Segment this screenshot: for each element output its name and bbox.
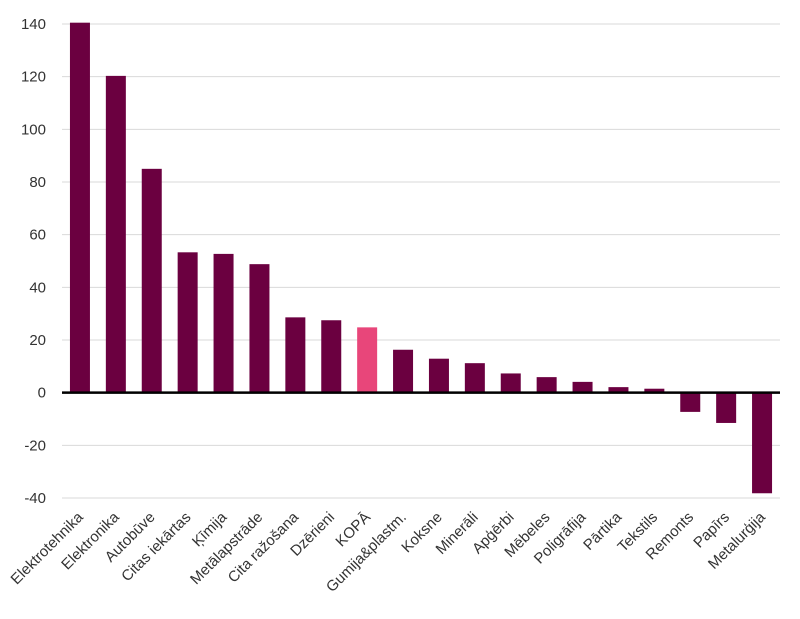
bar-15 (608, 387, 629, 393)
bar-11 (464, 363, 485, 393)
bars (69, 22, 773, 494)
bar-16 (644, 388, 665, 393)
y-tick-label: 140 (21, 16, 46, 33)
bar-0 (69, 22, 90, 393)
bar-17 (680, 392, 701, 412)
bar-4 (213, 253, 234, 393)
bar-14 (572, 381, 593, 393)
y-tick-label: 60 (29, 227, 46, 244)
y-tick-label: -40 (24, 490, 46, 507)
y-tick-label: -20 (24, 437, 46, 454)
y-tick-label: 80 (29, 174, 46, 191)
bar-8 (357, 327, 378, 393)
bar-13 (536, 377, 557, 393)
bar-7 (321, 320, 342, 393)
bar-5 (249, 264, 270, 393)
bar-9 (393, 349, 414, 393)
y-tick-labels: -40 -20 0 20 40 60 80 100 120 140 (21, 16, 46, 507)
y-tick-label: 100 (21, 121, 46, 138)
gridlines (62, 23, 780, 499)
bar-1 (105, 75, 126, 393)
bar-10 (428, 358, 449, 393)
bar-18 (716, 392, 737, 423)
bar-3 (177, 252, 198, 393)
y-tick-label: 40 (29, 279, 46, 296)
bar-2 (141, 168, 162, 393)
bar-6 (285, 317, 306, 393)
y-tick-label: 120 (21, 69, 46, 86)
y-tick-label: 0 (38, 385, 46, 402)
y-tick-label: 20 (29, 332, 46, 349)
bar-19 (752, 392, 773, 494)
bar-12 (500, 373, 521, 393)
